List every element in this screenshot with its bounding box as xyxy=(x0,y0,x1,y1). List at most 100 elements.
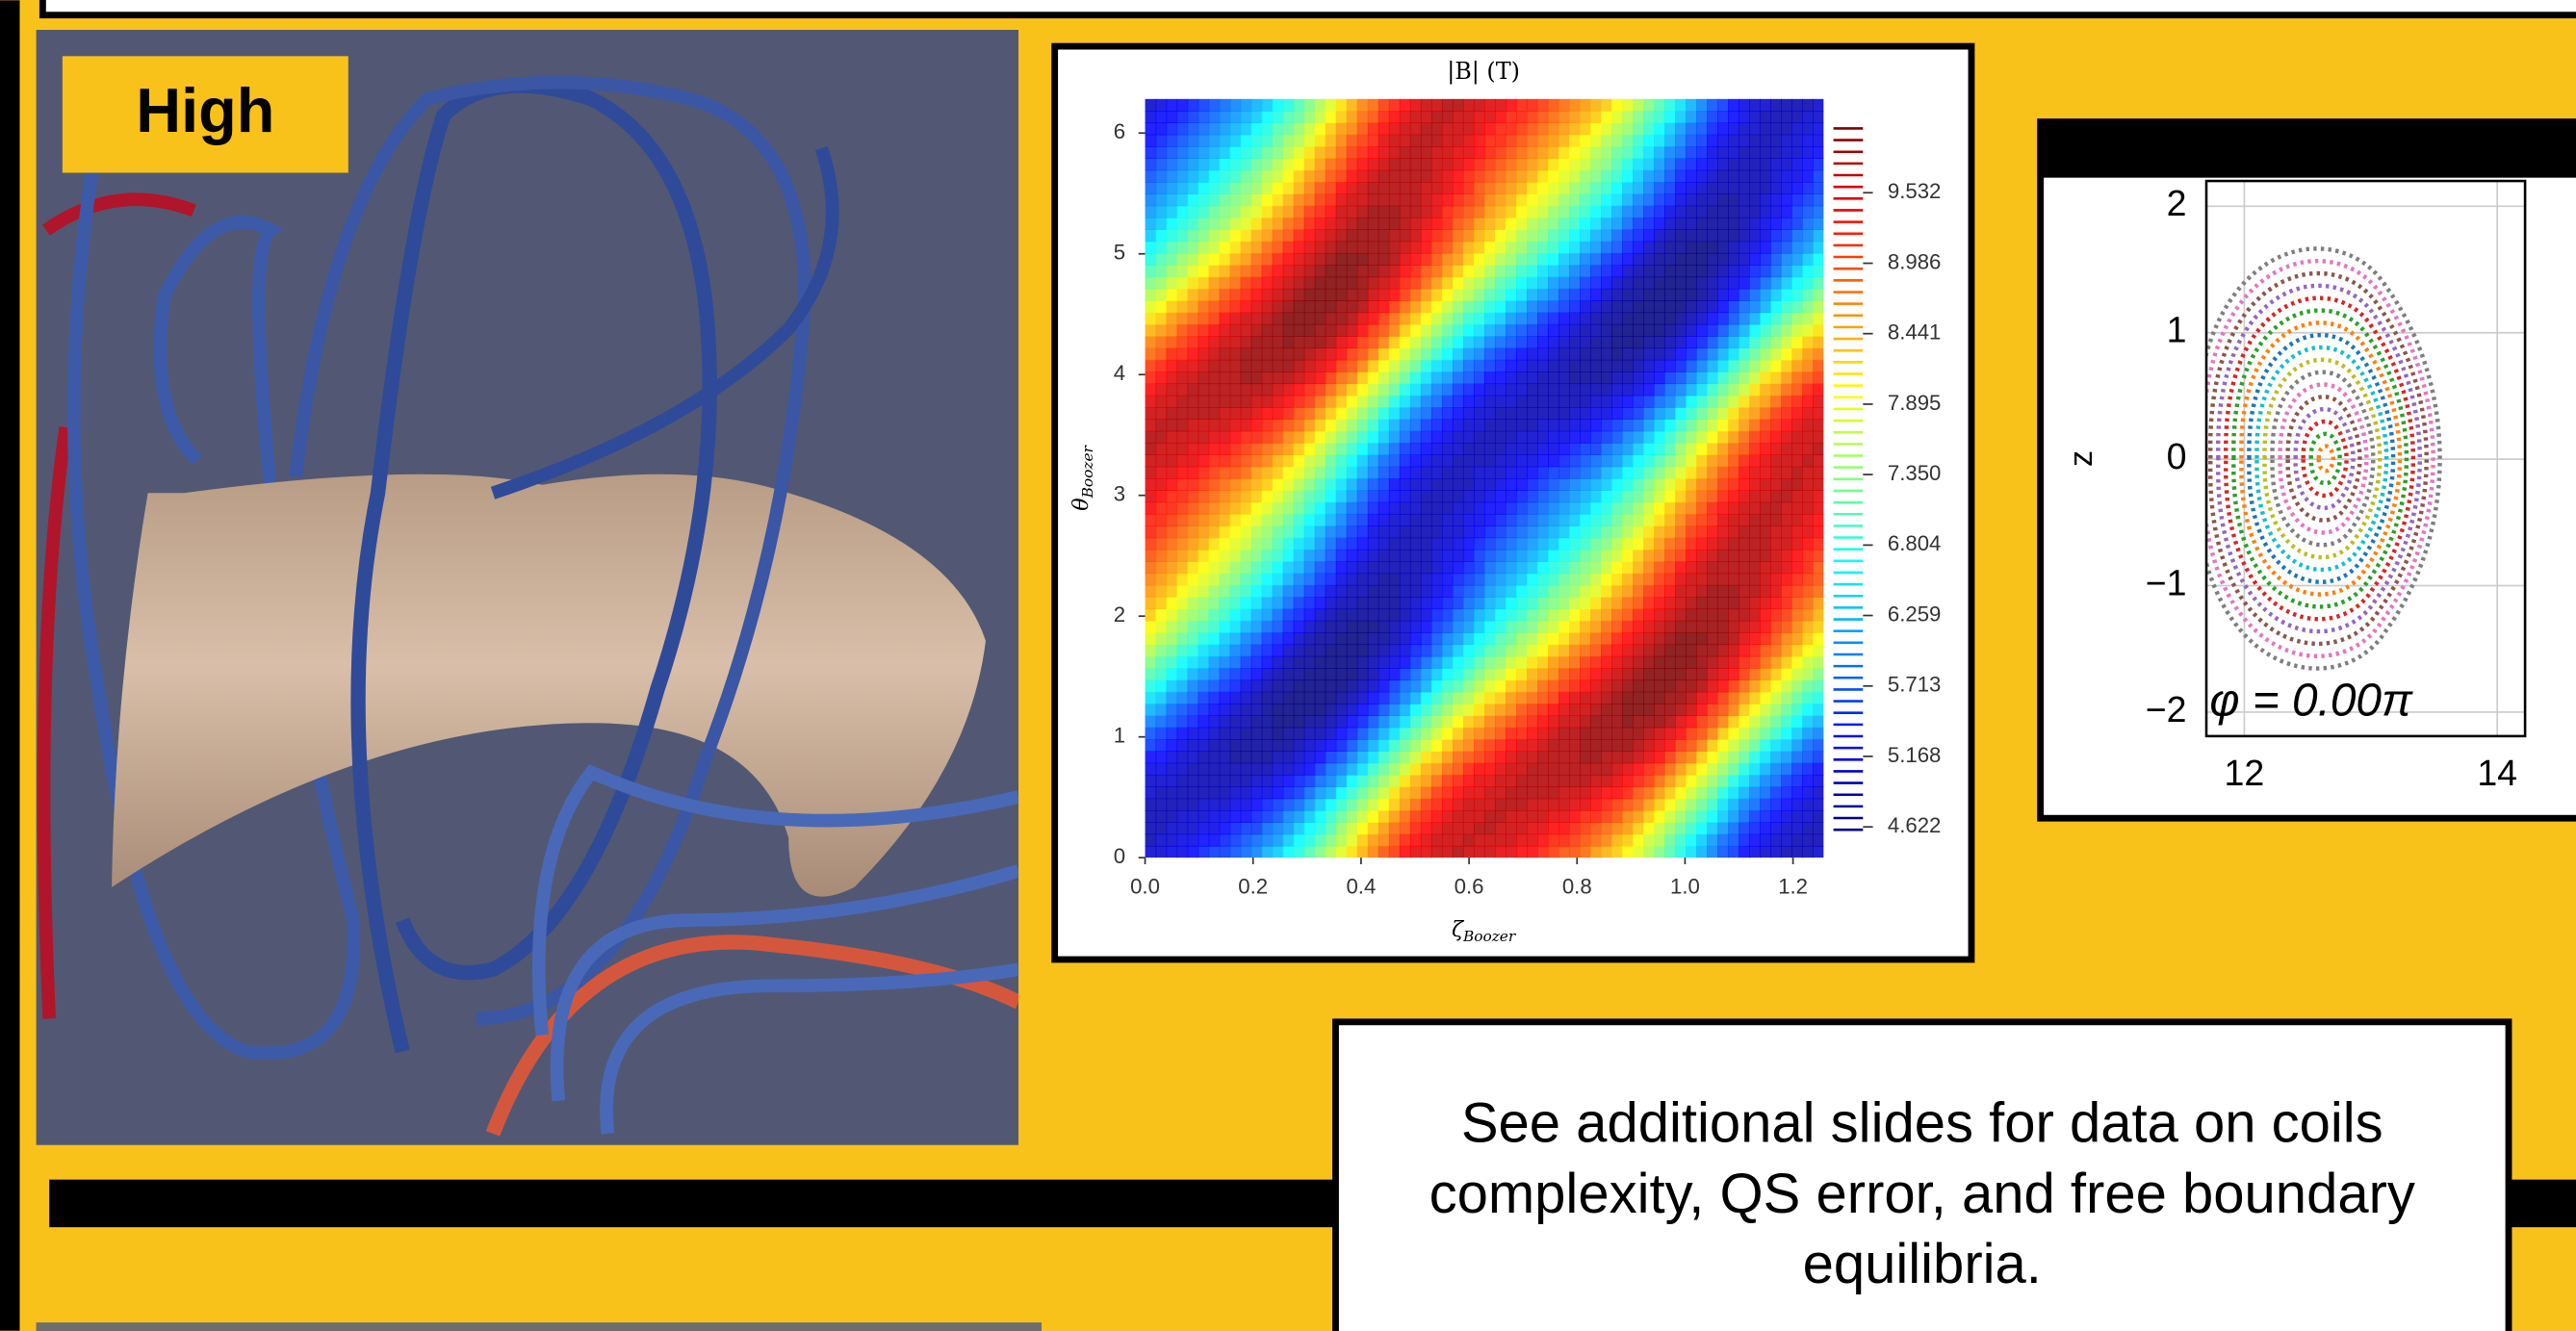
field-cell xyxy=(1389,312,1401,324)
field-cell xyxy=(1421,135,1432,147)
field-cell xyxy=(1146,692,1157,704)
field-cell xyxy=(1474,561,1485,574)
field-cell xyxy=(1506,704,1517,716)
field-cell xyxy=(1643,775,1655,787)
field-cell xyxy=(1431,810,1443,823)
field-cell xyxy=(1431,158,1443,170)
field-cell xyxy=(1347,371,1358,384)
field-cell xyxy=(1527,846,1538,858)
field-cell xyxy=(1251,525,1263,538)
x-tick-label: 12 xyxy=(2225,753,2265,793)
field-cell xyxy=(1516,300,1528,313)
field-cell xyxy=(1262,550,1274,562)
field-cell xyxy=(1781,834,1792,847)
field-cell xyxy=(1611,608,1623,621)
field-cell xyxy=(1453,704,1464,716)
field-cell xyxy=(1760,608,1771,621)
field-cell xyxy=(1654,265,1665,277)
field-cell xyxy=(1368,99,1379,112)
field-cell xyxy=(1802,728,1814,740)
field-cell xyxy=(1315,668,1327,680)
field-cell xyxy=(1654,158,1665,170)
field-cell xyxy=(1336,728,1348,740)
field-cell xyxy=(1400,846,1411,858)
field-cell xyxy=(1146,371,1157,384)
field-cell xyxy=(1791,229,1803,242)
field-cell xyxy=(1262,608,1274,621)
field-cell xyxy=(1484,336,1496,348)
field-cell xyxy=(1728,99,1739,112)
field-cell xyxy=(1220,289,1231,301)
field-cell xyxy=(1675,608,1687,621)
field-cell xyxy=(1484,538,1496,550)
field-cell xyxy=(1527,300,1538,313)
field-cell xyxy=(1675,206,1687,218)
field-cell xyxy=(1749,467,1761,479)
field-cell xyxy=(1675,514,1687,526)
field-cell xyxy=(1686,846,1697,858)
field-cell xyxy=(1315,679,1327,692)
field-cell xyxy=(1283,692,1295,704)
field-cell xyxy=(1495,135,1507,147)
field-cell xyxy=(1558,810,1570,823)
field-cell xyxy=(1442,218,1454,230)
field-cell xyxy=(1453,407,1464,420)
field-cell xyxy=(1336,799,1348,811)
field-cell xyxy=(1813,443,1824,455)
field-cell xyxy=(1304,525,1316,538)
field-cell xyxy=(1336,490,1348,502)
field-cell xyxy=(1633,111,1644,123)
field-cell xyxy=(1516,538,1528,550)
field-cell xyxy=(1251,360,1263,372)
field-cell xyxy=(1527,146,1538,159)
field-cell xyxy=(1209,253,1221,266)
field-cell xyxy=(1548,478,1559,491)
field-cell xyxy=(1220,621,1231,633)
field-cell xyxy=(1813,111,1824,123)
field-cell xyxy=(1654,679,1665,692)
field-cell xyxy=(1400,478,1411,491)
field-cell xyxy=(1548,597,1559,609)
field-cell xyxy=(1220,478,1231,491)
field-cell xyxy=(1791,692,1803,704)
field-cell xyxy=(1315,502,1327,515)
field-cell xyxy=(1283,206,1295,218)
field-cell xyxy=(1315,218,1327,230)
field-cell xyxy=(1537,644,1549,656)
field-cell xyxy=(1188,822,1199,834)
field-cell xyxy=(1220,514,1231,526)
field-cell xyxy=(1717,111,1729,123)
field-cell xyxy=(1622,585,1634,598)
field-cell xyxy=(1728,111,1739,123)
field-cell xyxy=(1357,170,1369,183)
field-cell xyxy=(1569,289,1581,301)
field-cell xyxy=(1781,822,1792,834)
field-cell xyxy=(1633,692,1644,704)
field-cell xyxy=(1601,277,1612,290)
field-cell xyxy=(1474,525,1485,538)
field-cell xyxy=(1675,182,1687,194)
field-cell xyxy=(1368,336,1379,348)
field-cell xyxy=(1315,846,1327,858)
field-cell xyxy=(1622,704,1634,716)
colorbar-tick-label: 4.622 xyxy=(1888,813,1941,837)
field-cell xyxy=(1304,846,1316,858)
field-cell xyxy=(1569,763,1581,776)
field-cell xyxy=(1643,300,1655,313)
field-cell xyxy=(1527,135,1538,147)
field-cell xyxy=(1198,597,1210,609)
field-cell xyxy=(1251,514,1263,526)
text-line: complexity, QS error, and free boundary xyxy=(1430,1163,2415,1225)
field-cell xyxy=(1802,443,1814,455)
field-cell xyxy=(1696,538,1708,550)
field-cell xyxy=(1558,692,1570,704)
field-cell xyxy=(1622,300,1634,313)
field-cell xyxy=(1241,467,1252,479)
field-cell xyxy=(1781,229,1792,242)
field-cell xyxy=(1548,692,1559,704)
field-cell xyxy=(1527,324,1538,337)
field-cell xyxy=(1569,206,1581,218)
field-cell xyxy=(1294,229,1305,242)
field-cell xyxy=(1580,371,1591,384)
field-cell xyxy=(1675,715,1687,728)
